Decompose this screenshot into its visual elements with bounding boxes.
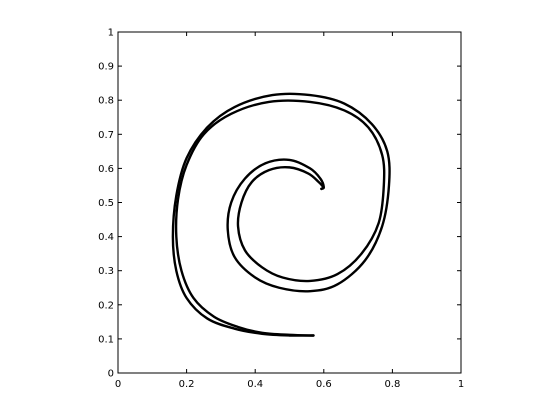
spiral-curve-2 [174, 99, 386, 337]
y-tick-label: 0.6 [98, 164, 114, 175]
y-tick-label: 0.9 [98, 62, 114, 73]
y-tick-label: 0.1 [98, 334, 114, 345]
y-tick-label: 1 [108, 28, 114, 39]
x-tick-label: 0.8 [384, 379, 400, 390]
x-tick-label: 0 [115, 379, 121, 390]
x-tick-label: 0.6 [316, 379, 332, 390]
y-tick-label: 0.3 [98, 266, 114, 277]
plot-area-frame [117, 31, 462, 374]
y-tick-label: 0.7 [98, 130, 114, 141]
x-tick-label: 0.4 [247, 379, 263, 390]
y-tick-label: 0 [108, 369, 114, 380]
y-tick-label: 0.8 [98, 96, 114, 107]
y-tick-label: 0.2 [98, 300, 114, 311]
spiral-curve-1 [171, 92, 391, 337]
y-tick-label: 0.4 [98, 232, 114, 243]
x-tick-label: 1 [458, 379, 464, 390]
y-tick-label: 0.5 [98, 198, 114, 209]
x-tick-label: 0.2 [179, 379, 195, 390]
